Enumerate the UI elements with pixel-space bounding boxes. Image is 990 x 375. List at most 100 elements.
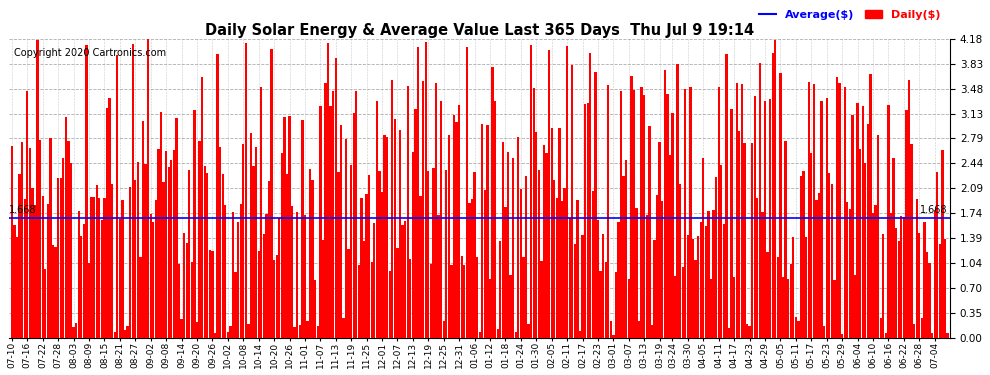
Bar bbox=[558, 128, 560, 338]
Bar bbox=[692, 239, 694, 338]
Bar bbox=[373, 223, 375, 338]
Bar bbox=[831, 184, 833, 338]
Bar bbox=[636, 208, 638, 338]
Bar bbox=[787, 279, 789, 338]
Bar bbox=[861, 106, 864, 338]
Bar bbox=[39, 140, 42, 338]
Bar bbox=[273, 260, 275, 338]
Bar bbox=[869, 74, 871, 338]
Bar bbox=[810, 153, 813, 338]
Bar bbox=[929, 262, 931, 338]
Title: Daily Solar Energy & Average Value Last 365 Days  Thu Jul 9 19:14: Daily Solar Energy & Average Value Last … bbox=[205, 23, 754, 38]
Bar bbox=[116, 55, 119, 338]
Bar bbox=[679, 184, 681, 338]
Bar bbox=[306, 321, 309, 338]
Bar bbox=[576, 200, 578, 338]
Bar bbox=[338, 172, 340, 338]
Bar bbox=[525, 176, 527, 338]
Bar bbox=[32, 188, 34, 338]
Bar bbox=[327, 43, 330, 338]
Bar bbox=[543, 146, 545, 338]
Bar bbox=[797, 321, 800, 338]
Bar bbox=[347, 249, 349, 338]
Bar bbox=[72, 327, 75, 338]
Bar bbox=[175, 118, 177, 338]
Bar bbox=[343, 318, 345, 338]
Bar bbox=[265, 214, 267, 338]
Bar bbox=[51, 245, 54, 338]
Bar bbox=[718, 87, 720, 338]
Bar bbox=[913, 324, 916, 338]
Bar bbox=[710, 279, 712, 338]
Bar bbox=[856, 103, 858, 338]
Bar bbox=[607, 85, 610, 338]
Bar bbox=[368, 175, 370, 338]
Bar bbox=[633, 90, 636, 338]
Bar bbox=[650, 325, 653, 338]
Bar bbox=[661, 201, 663, 338]
Bar bbox=[463, 265, 465, 338]
Bar bbox=[257, 251, 259, 338]
Bar bbox=[345, 140, 347, 338]
Bar bbox=[468, 203, 470, 338]
Bar bbox=[761, 212, 763, 338]
Bar bbox=[669, 155, 671, 338]
Bar bbox=[774, 40, 776, 338]
Bar bbox=[314, 280, 317, 338]
Bar bbox=[808, 82, 810, 338]
Bar bbox=[243, 144, 245, 338]
Bar bbox=[756, 198, 758, 338]
Bar bbox=[728, 328, 731, 338]
Bar bbox=[628, 279, 630, 338]
Bar bbox=[283, 117, 285, 338]
Bar bbox=[489, 279, 491, 338]
Bar bbox=[568, 219, 571, 338]
Bar bbox=[230, 326, 232, 338]
Bar bbox=[821, 100, 823, 338]
Bar bbox=[114, 332, 116, 338]
Bar bbox=[378, 171, 380, 338]
Bar bbox=[381, 192, 383, 338]
Bar bbox=[211, 251, 214, 338]
Bar bbox=[286, 174, 288, 338]
Bar bbox=[758, 63, 761, 338]
Bar bbox=[425, 42, 427, 338]
Bar bbox=[803, 171, 805, 338]
Bar bbox=[21, 142, 24, 338]
Bar bbox=[309, 169, 311, 338]
Bar bbox=[771, 53, 774, 338]
Bar bbox=[476, 257, 478, 338]
Bar bbox=[926, 252, 928, 338]
Bar bbox=[877, 135, 879, 338]
Bar bbox=[937, 171, 939, 338]
Bar bbox=[713, 210, 715, 338]
Bar bbox=[360, 198, 362, 338]
Bar bbox=[653, 240, 655, 338]
Bar bbox=[736, 82, 738, 338]
Bar bbox=[83, 224, 85, 338]
Bar bbox=[132, 44, 134, 338]
Bar bbox=[280, 153, 283, 338]
Bar bbox=[644, 94, 645, 338]
Bar bbox=[689, 87, 692, 338]
Bar bbox=[414, 109, 417, 338]
Bar bbox=[109, 98, 111, 338]
Bar bbox=[267, 182, 270, 338]
Bar bbox=[676, 63, 679, 338]
Bar bbox=[941, 150, 943, 338]
Bar bbox=[694, 260, 697, 338]
Bar bbox=[404, 221, 406, 338]
Bar bbox=[383, 135, 386, 338]
Bar bbox=[47, 204, 50, 338]
Bar bbox=[523, 257, 525, 338]
Bar bbox=[201, 77, 203, 338]
Bar bbox=[394, 118, 396, 338]
Bar bbox=[859, 149, 861, 338]
Bar bbox=[573, 244, 576, 338]
Bar bbox=[296, 212, 298, 338]
Bar bbox=[450, 265, 452, 338]
Bar bbox=[260, 87, 262, 338]
Bar bbox=[430, 264, 432, 338]
Bar bbox=[275, 255, 278, 338]
Bar bbox=[671, 114, 673, 338]
